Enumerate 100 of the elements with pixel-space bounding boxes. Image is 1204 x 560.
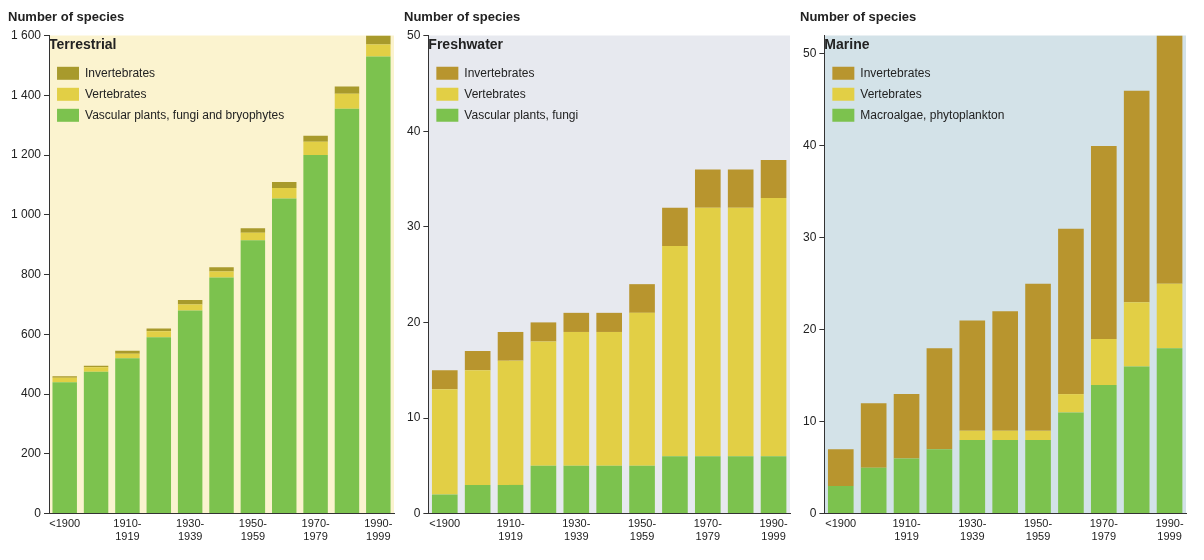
bar	[727, 169, 754, 208]
bar	[366, 44, 391, 57]
bar	[893, 394, 920, 459]
bar	[926, 449, 953, 514]
bar	[115, 350, 140, 354]
bar	[827, 486, 854, 514]
y-tick-label: 30	[406, 219, 421, 234]
bar	[1058, 228, 1084, 395]
bar	[464, 484, 491, 514]
bar	[334, 86, 360, 94]
bar	[146, 331, 172, 338]
bar	[1058, 412, 1084, 514]
y-tick-label: 1 600	[11, 27, 42, 42]
bar	[497, 360, 524, 485]
bar	[177, 304, 203, 311]
y-tick-label: 1 000	[11, 207, 42, 222]
y-tick-label: 0	[809, 505, 817, 520]
bar	[1156, 35, 1183, 284]
bar	[629, 284, 655, 313]
bar	[366, 56, 391, 514]
bar	[662, 456, 688, 514]
y-tick-label: 1 400	[11, 87, 42, 102]
bar	[959, 440, 986, 514]
y-tick-label: 200	[21, 446, 42, 461]
y-axis-title: Number of species	[800, 9, 917, 25]
bar	[530, 322, 557, 342]
y-axis-title: Number of species	[8, 9, 125, 25]
x-tick-label: 1910-1919	[892, 517, 921, 543]
legend-label: Vertebrates	[85, 86, 147, 101]
legend-label: Vertebrates	[860, 86, 922, 101]
bar	[992, 311, 1018, 431]
bar	[1090, 145, 1117, 339]
x-tick-label: 1970-1979	[1089, 517, 1119, 543]
bar	[240, 232, 266, 241]
bar	[760, 198, 787, 457]
y-axis-title: Number of species	[404, 9, 521, 25]
bar	[146, 337, 172, 514]
y-tick-label: 0	[413, 505, 421, 520]
bar	[563, 465, 590, 514]
bar	[209, 267, 234, 272]
bar	[1123, 366, 1150, 514]
bar	[727, 456, 754, 514]
bar	[694, 207, 721, 457]
bar	[240, 228, 266, 233]
bar	[827, 449, 854, 487]
y-tick-label: 40	[406, 123, 421, 138]
bar	[563, 331, 590, 466]
bar	[629, 312, 655, 466]
bar	[240, 240, 266, 514]
y-tick-label: 0	[34, 505, 42, 520]
bar	[303, 141, 328, 156]
bar	[303, 135, 328, 142]
bar	[464, 351, 491, 371]
x-tick-label: 1950-1959	[1023, 517, 1053, 543]
bar	[464, 370, 491, 485]
bar	[83, 367, 109, 372]
x-tick-label: 1930-1939	[562, 517, 591, 543]
bar	[272, 198, 297, 514]
legend-label: Invertebrates	[85, 65, 156, 80]
x-tick-label: 1910-1919	[496, 517, 525, 543]
bar	[115, 353, 140, 359]
legend-label: Macroalgae, phytoplankton	[860, 107, 1005, 122]
y-tick-label: 10	[406, 410, 421, 425]
bar	[334, 108, 360, 514]
x-tick-label: 1970-1979	[693, 517, 723, 543]
bar	[959, 430, 986, 441]
bar	[926, 348, 953, 450]
bar	[52, 382, 77, 514]
x-tick-label: <1900	[429, 517, 461, 530]
y-tick-label: 30	[802, 230, 817, 245]
x-tick-label: 1990-1999	[759, 517, 788, 543]
bar	[1156, 348, 1183, 514]
bar	[860, 403, 887, 468]
bar	[431, 370, 458, 390]
bar	[83, 371, 109, 514]
bar	[959, 320, 986, 431]
bar	[497, 484, 524, 514]
bar	[303, 155, 328, 514]
bar	[366, 35, 391, 45]
bar	[596, 312, 622, 332]
bar	[1090, 384, 1117, 514]
bar	[563, 312, 590, 332]
bar	[860, 467, 887, 514]
legend-label: Vascular plants, fungi	[464, 107, 579, 122]
bar	[760, 456, 787, 514]
bar	[727, 207, 754, 457]
bar	[431, 494, 458, 514]
bar	[209, 277, 234, 514]
bar	[177, 310, 203, 514]
y-tick-label: 400	[21, 386, 42, 401]
x-tick-label: 1930-1939	[176, 517, 205, 543]
bar	[1090, 338, 1117, 385]
bar	[1025, 440, 1051, 514]
legend-label: Invertebrates	[860, 65, 931, 80]
y-tick-label: 50	[802, 46, 817, 61]
bar	[662, 245, 688, 457]
y-tick-label: 20	[802, 322, 817, 337]
y-tick-label: 20	[406, 314, 421, 329]
x-tick-label: 1990-1999	[1155, 517, 1184, 543]
x-tick-label: 1990-1999	[364, 517, 393, 543]
